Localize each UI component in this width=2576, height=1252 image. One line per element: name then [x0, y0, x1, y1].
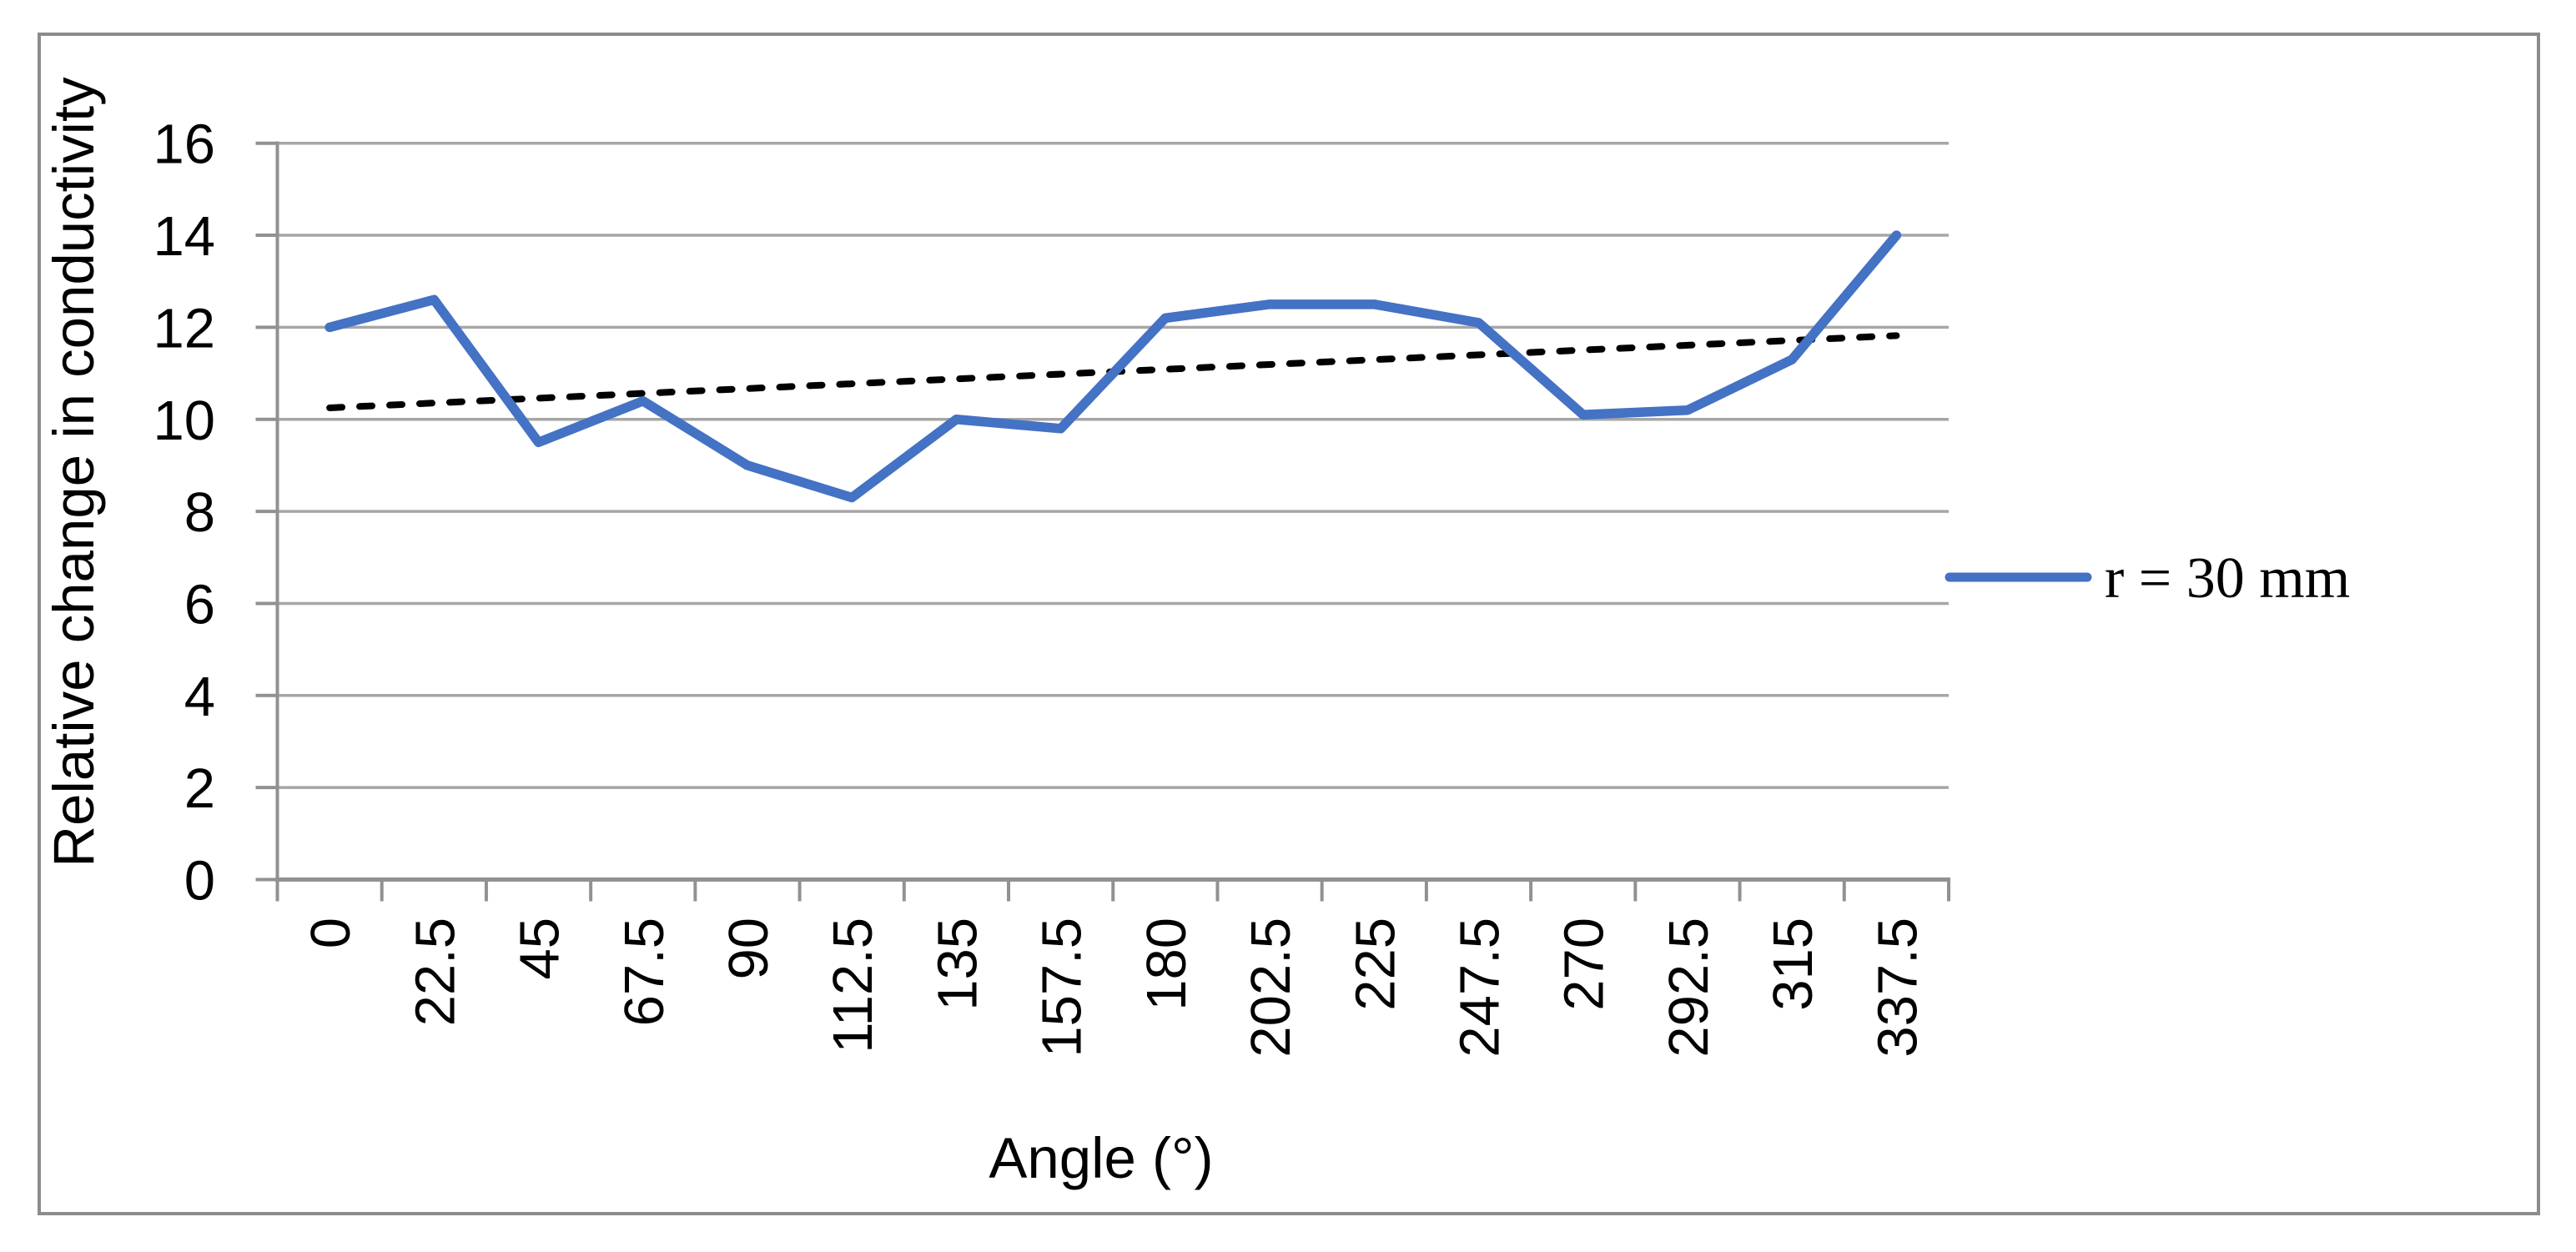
x-tick-label: 270	[1553, 918, 1616, 1011]
y-tick-label: 6	[184, 573, 215, 636]
axis-ticks	[255, 141, 1950, 902]
x-tick-label: 112.5	[822, 918, 884, 1053]
y-axis-title: Relative change in conductivity	[42, 77, 106, 867]
chart-outer-border	[38, 33, 2540, 1215]
y-tick-label: 16	[153, 113, 215, 176]
y-tick-labels: 0 2 4 6 8 10 12 14 16	[153, 113, 215, 913]
x-tick-label: 180	[1135, 918, 1198, 1011]
y-tick-label: 8	[184, 481, 215, 544]
x-tick-label: 135	[926, 918, 989, 1011]
legend: r = 30 mm	[1945, 546, 2350, 611]
x-tick-label: 292.5	[1658, 918, 1720, 1058]
x-tick-label: 67.5	[613, 918, 676, 1026]
y-tick-label: 4	[184, 666, 215, 728]
y-tick-label: 2	[184, 757, 215, 820]
y-tick-label: 12	[153, 297, 215, 360]
x-tick-label: 225	[1344, 918, 1406, 1011]
x-axis-title: Angle (°)	[989, 1126, 1213, 1190]
x-tick-label: 247.5	[1449, 918, 1512, 1058]
y-tick-label: 0	[184, 850, 215, 913]
x-tick-label: 337.5	[1866, 918, 1929, 1058]
x-tick-label: 45	[509, 918, 571, 980]
gridlines	[277, 141, 1949, 789]
x-tick-labels: 0 22.5 45 67.5 90 112.5 135 157.5 180 202.5 225 247…	[299, 918, 1929, 1058]
x-tick-label: 90	[717, 918, 780, 980]
y-tick-label: 10	[153, 390, 215, 452]
x-tick-label: 0	[299, 918, 362, 948]
y-tick-label: 14	[153, 205, 215, 268]
series-line	[325, 230, 1902, 503]
x-tick-label: 315	[1762, 918, 1824, 1011]
x-tick-label: 202.5	[1240, 918, 1302, 1058]
legend-label: r = 30 mm	[2105, 546, 2350, 611]
x-tick-label: 22.5	[404, 918, 466, 1026]
x-tick-label: 157.5	[1031, 918, 1094, 1058]
